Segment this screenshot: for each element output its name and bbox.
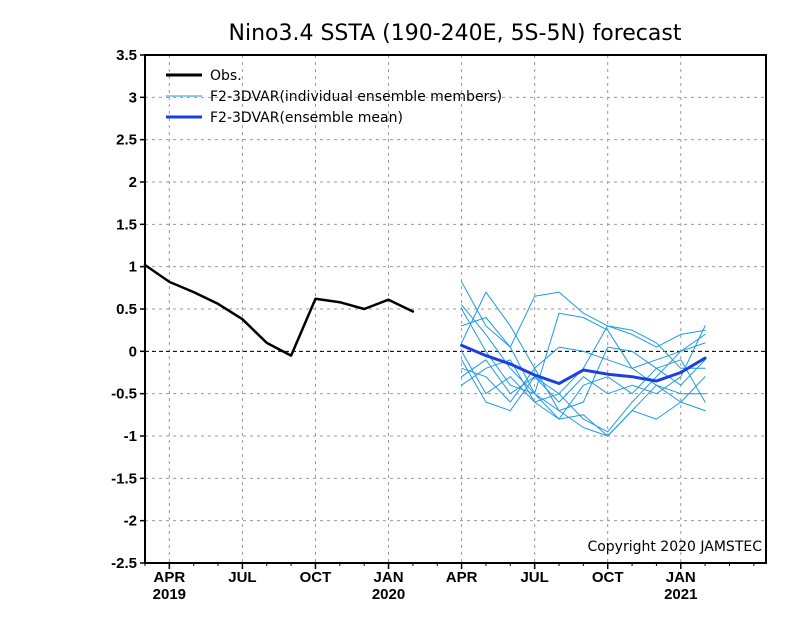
ensemble-member-line xyxy=(461,346,706,412)
x-tick-month-label: OCT xyxy=(592,569,624,586)
x-tick-month-label: APR xyxy=(446,569,478,586)
ensemble-member-line xyxy=(461,291,706,348)
ensemble-member-line xyxy=(461,304,706,412)
x-tick-month-label: JUL xyxy=(228,569,256,586)
x-tick-year-label: 2020 xyxy=(372,586,405,603)
ensemble-member-line xyxy=(461,308,706,395)
x-tick-month-label: JAN xyxy=(666,569,696,586)
x-tick-month-label: JUL xyxy=(520,569,548,586)
copyright-text: Copyright 2020 JAMSTEC xyxy=(587,539,762,555)
x-tick-month-label: JAN xyxy=(374,569,404,586)
y-tick-label: 1 xyxy=(129,259,137,276)
y-tick-label: 0.5 xyxy=(116,301,137,318)
legend-label: F2-3DVAR(individual ensemble members) xyxy=(210,89,502,105)
axes: -2.5-2-1.5-1-0.500.511.522.533.5APR2019J… xyxy=(111,47,755,603)
y-tick-label: -0.5 xyxy=(111,386,137,403)
y-tick-label: -2.5 xyxy=(111,555,137,572)
y-tick-label: 1.5 xyxy=(116,216,137,233)
x-tick-year-label: 2019 xyxy=(153,586,186,603)
y-tick-label: 3 xyxy=(129,89,137,106)
y-tick-label: 0 xyxy=(129,343,137,360)
y-tick-label: 3.5 xyxy=(116,47,137,64)
ensemble-member-line xyxy=(461,342,706,433)
legend-label: F2-3DVAR(ensemble mean) xyxy=(210,110,403,126)
ensemble-member-line xyxy=(461,281,706,437)
ensemble-member-line xyxy=(461,325,706,412)
series-layer xyxy=(143,263,707,437)
grid xyxy=(145,55,766,563)
ensemble-mean-line xyxy=(460,343,707,385)
y-tick-label: 2 xyxy=(129,174,137,191)
x-tick-year-label: 2021 xyxy=(664,586,697,603)
legend: Obs. F2-3DVAR(individual ensemble members… xyxy=(166,68,502,126)
chart-title: Nino3.4 SSTA (190-240E, 5S-5N) forecast xyxy=(229,21,682,46)
obs-line xyxy=(143,263,415,357)
legend-label: Obs. xyxy=(210,68,242,84)
y-tick-label: -1.5 xyxy=(111,470,137,487)
x-tick-month-label: APR xyxy=(154,569,186,586)
y-tick-label: -2 xyxy=(124,513,137,530)
y-tick-label: 2.5 xyxy=(116,132,137,149)
x-tick-month-label: OCT xyxy=(300,569,332,586)
y-tick-label: -1 xyxy=(124,428,137,445)
